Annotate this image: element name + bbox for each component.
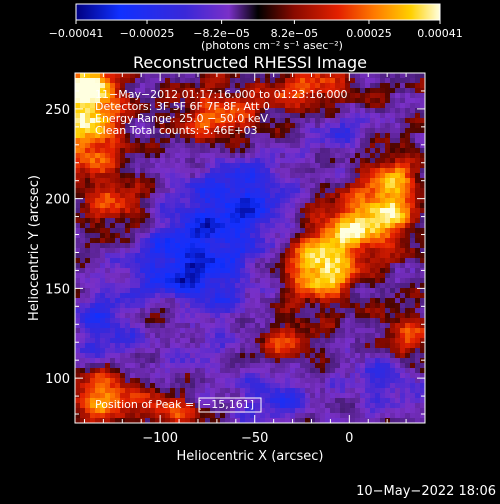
colorbar-tick-label: 0.00025 [346,27,392,40]
annotation-line: Clean Total counts: 5.46E+03 [95,124,258,137]
y-tick-label: 250 [45,103,70,118]
chart-title: Reconstructed RHESSI Image [133,53,367,72]
colorbar-tick-label: −0.00041 [49,27,104,40]
x-tick-label: −100 [142,431,178,446]
colorbar-tick-label: −0.00025 [120,27,175,40]
y-axis-label: Heliocentric Y (arcsec) [27,175,42,321]
x-tick-label: 0 [345,431,353,446]
x-axis-label: Heliocentric X (arcsec) [177,449,324,464]
x-tick-label: −50 [241,431,268,446]
peak-position-label: Position of Peak = [−15,161] [95,398,254,411]
y-tick-label: 150 [45,282,70,297]
y-tick-label: 200 [45,193,70,208]
colorbar-tick-label: 0.00041 [417,27,463,40]
footer-timestamp: 10−May−2022 18:06 [356,484,496,499]
colorbar-unit-label: (photons cm⁻² s⁻¹ asec⁻²) [201,39,343,52]
colorbar [76,4,440,20]
y-tick-label: 100 [45,372,70,387]
